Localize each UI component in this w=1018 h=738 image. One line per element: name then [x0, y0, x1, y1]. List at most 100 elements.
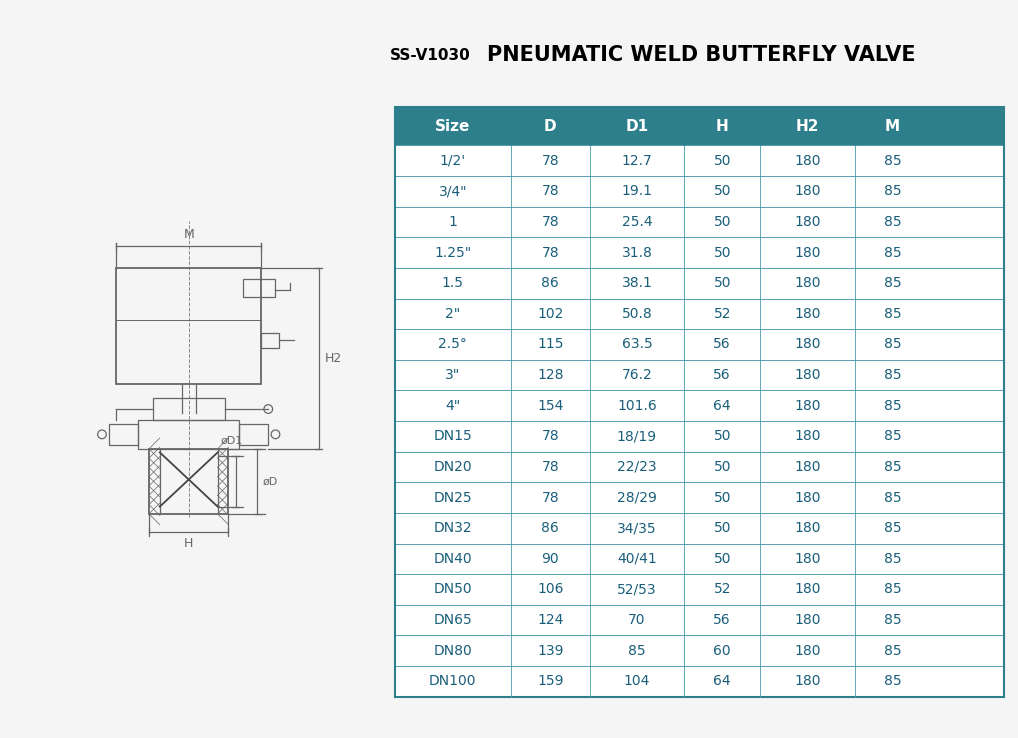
Text: 180: 180: [794, 521, 821, 535]
Text: 180: 180: [794, 613, 821, 627]
Text: 85: 85: [884, 491, 902, 505]
Text: 128: 128: [536, 368, 564, 382]
Text: DN15: DN15: [434, 430, 472, 444]
Text: 18/19: 18/19: [617, 430, 657, 444]
Text: 28/29: 28/29: [617, 491, 657, 505]
Text: DN50: DN50: [434, 582, 472, 596]
Text: 85: 85: [884, 215, 902, 229]
Text: 1: 1: [448, 215, 457, 229]
Text: 4": 4": [445, 399, 460, 413]
Text: 1.25": 1.25": [435, 246, 471, 260]
Text: 50: 50: [714, 154, 731, 168]
Text: 85: 85: [884, 399, 902, 413]
Bar: [153, 399, 225, 420]
Text: 180: 180: [794, 337, 821, 351]
Text: 124: 124: [538, 613, 563, 627]
Text: DN80: DN80: [434, 644, 472, 658]
Bar: [261, 333, 279, 348]
Text: 180: 180: [794, 491, 821, 505]
Text: 56: 56: [714, 337, 731, 351]
Text: 78: 78: [542, 460, 559, 474]
Text: 154: 154: [538, 399, 563, 413]
Text: 85: 85: [884, 521, 902, 535]
Text: 78: 78: [542, 154, 559, 168]
Text: 85: 85: [884, 675, 902, 689]
Text: DN40: DN40: [434, 552, 472, 566]
Text: D: D: [544, 119, 557, 134]
Text: 180: 180: [794, 675, 821, 689]
Text: 50: 50: [714, 430, 731, 444]
Text: 76.2: 76.2: [622, 368, 653, 382]
Text: 34/35: 34/35: [617, 521, 657, 535]
Text: PNEUMATIC WELD BUTTERFLY VALVE: PNEUMATIC WELD BUTTERFLY VALVE: [487, 45, 915, 66]
Text: 86: 86: [542, 276, 559, 290]
Text: 50: 50: [714, 246, 731, 260]
Text: 50: 50: [714, 521, 731, 535]
Text: 2.5°: 2.5°: [439, 337, 467, 351]
Text: 180: 180: [794, 582, 821, 596]
Text: 25.4: 25.4: [622, 215, 653, 229]
Text: 50: 50: [714, 552, 731, 566]
Text: 78: 78: [542, 184, 559, 199]
Text: DN100: DN100: [429, 675, 476, 689]
Text: øD1: øD1: [221, 435, 243, 445]
Text: 19.1: 19.1: [621, 184, 653, 199]
Text: M: M: [183, 228, 194, 241]
Text: 40/41: 40/41: [617, 552, 657, 566]
Text: 12.7: 12.7: [622, 154, 653, 168]
Text: SS-V1030: SS-V1030: [390, 48, 470, 63]
Bar: [243, 279, 276, 297]
Text: 50.8: 50.8: [622, 307, 653, 321]
Text: DN25: DN25: [434, 491, 472, 505]
Text: 3/4": 3/4": [439, 184, 467, 199]
Text: D1: D1: [625, 119, 648, 134]
Bar: [109, 424, 138, 445]
Text: 78: 78: [542, 246, 559, 260]
Text: M: M: [885, 119, 900, 134]
Text: 85: 85: [884, 276, 902, 290]
Text: DN32: DN32: [434, 521, 472, 535]
Text: 85: 85: [884, 246, 902, 260]
Text: 139: 139: [536, 644, 564, 658]
Text: 50: 50: [714, 460, 731, 474]
Text: 180: 180: [794, 215, 821, 229]
Text: 64: 64: [714, 675, 731, 689]
Text: 63.5: 63.5: [622, 337, 653, 351]
Text: 115: 115: [536, 337, 564, 351]
Text: 85: 85: [884, 582, 902, 596]
Text: 104: 104: [624, 675, 651, 689]
Text: 50: 50: [714, 184, 731, 199]
Text: 3": 3": [445, 368, 460, 382]
Text: 85: 85: [884, 184, 902, 199]
Text: 85: 85: [884, 154, 902, 168]
Text: H: H: [716, 119, 729, 134]
Text: DN20: DN20: [434, 460, 472, 474]
Text: 180: 180: [794, 399, 821, 413]
Text: 78: 78: [542, 491, 559, 505]
Text: 85: 85: [884, 613, 902, 627]
Text: 101.6: 101.6: [617, 399, 657, 413]
Bar: [239, 424, 268, 445]
Text: 78: 78: [542, 430, 559, 444]
Text: 90: 90: [542, 552, 559, 566]
Text: 52: 52: [714, 582, 731, 596]
Text: 85: 85: [884, 430, 902, 444]
Bar: [138, 420, 239, 449]
Text: 85: 85: [884, 552, 902, 566]
Text: 85: 85: [884, 307, 902, 321]
Text: 180: 180: [794, 246, 821, 260]
Text: 52/53: 52/53: [617, 582, 657, 596]
Text: 31.8: 31.8: [622, 246, 653, 260]
Text: 159: 159: [536, 675, 564, 689]
Text: 180: 180: [794, 460, 821, 474]
Text: 180: 180: [794, 184, 821, 199]
Text: 180: 180: [794, 307, 821, 321]
Text: 102: 102: [538, 307, 563, 321]
Text: H: H: [184, 537, 193, 551]
Text: 56: 56: [714, 368, 731, 382]
Text: Size: Size: [435, 119, 470, 134]
Text: 50: 50: [714, 276, 731, 290]
Text: H2: H2: [325, 352, 341, 365]
Text: 1/2': 1/2': [440, 154, 466, 168]
Text: 180: 180: [794, 368, 821, 382]
